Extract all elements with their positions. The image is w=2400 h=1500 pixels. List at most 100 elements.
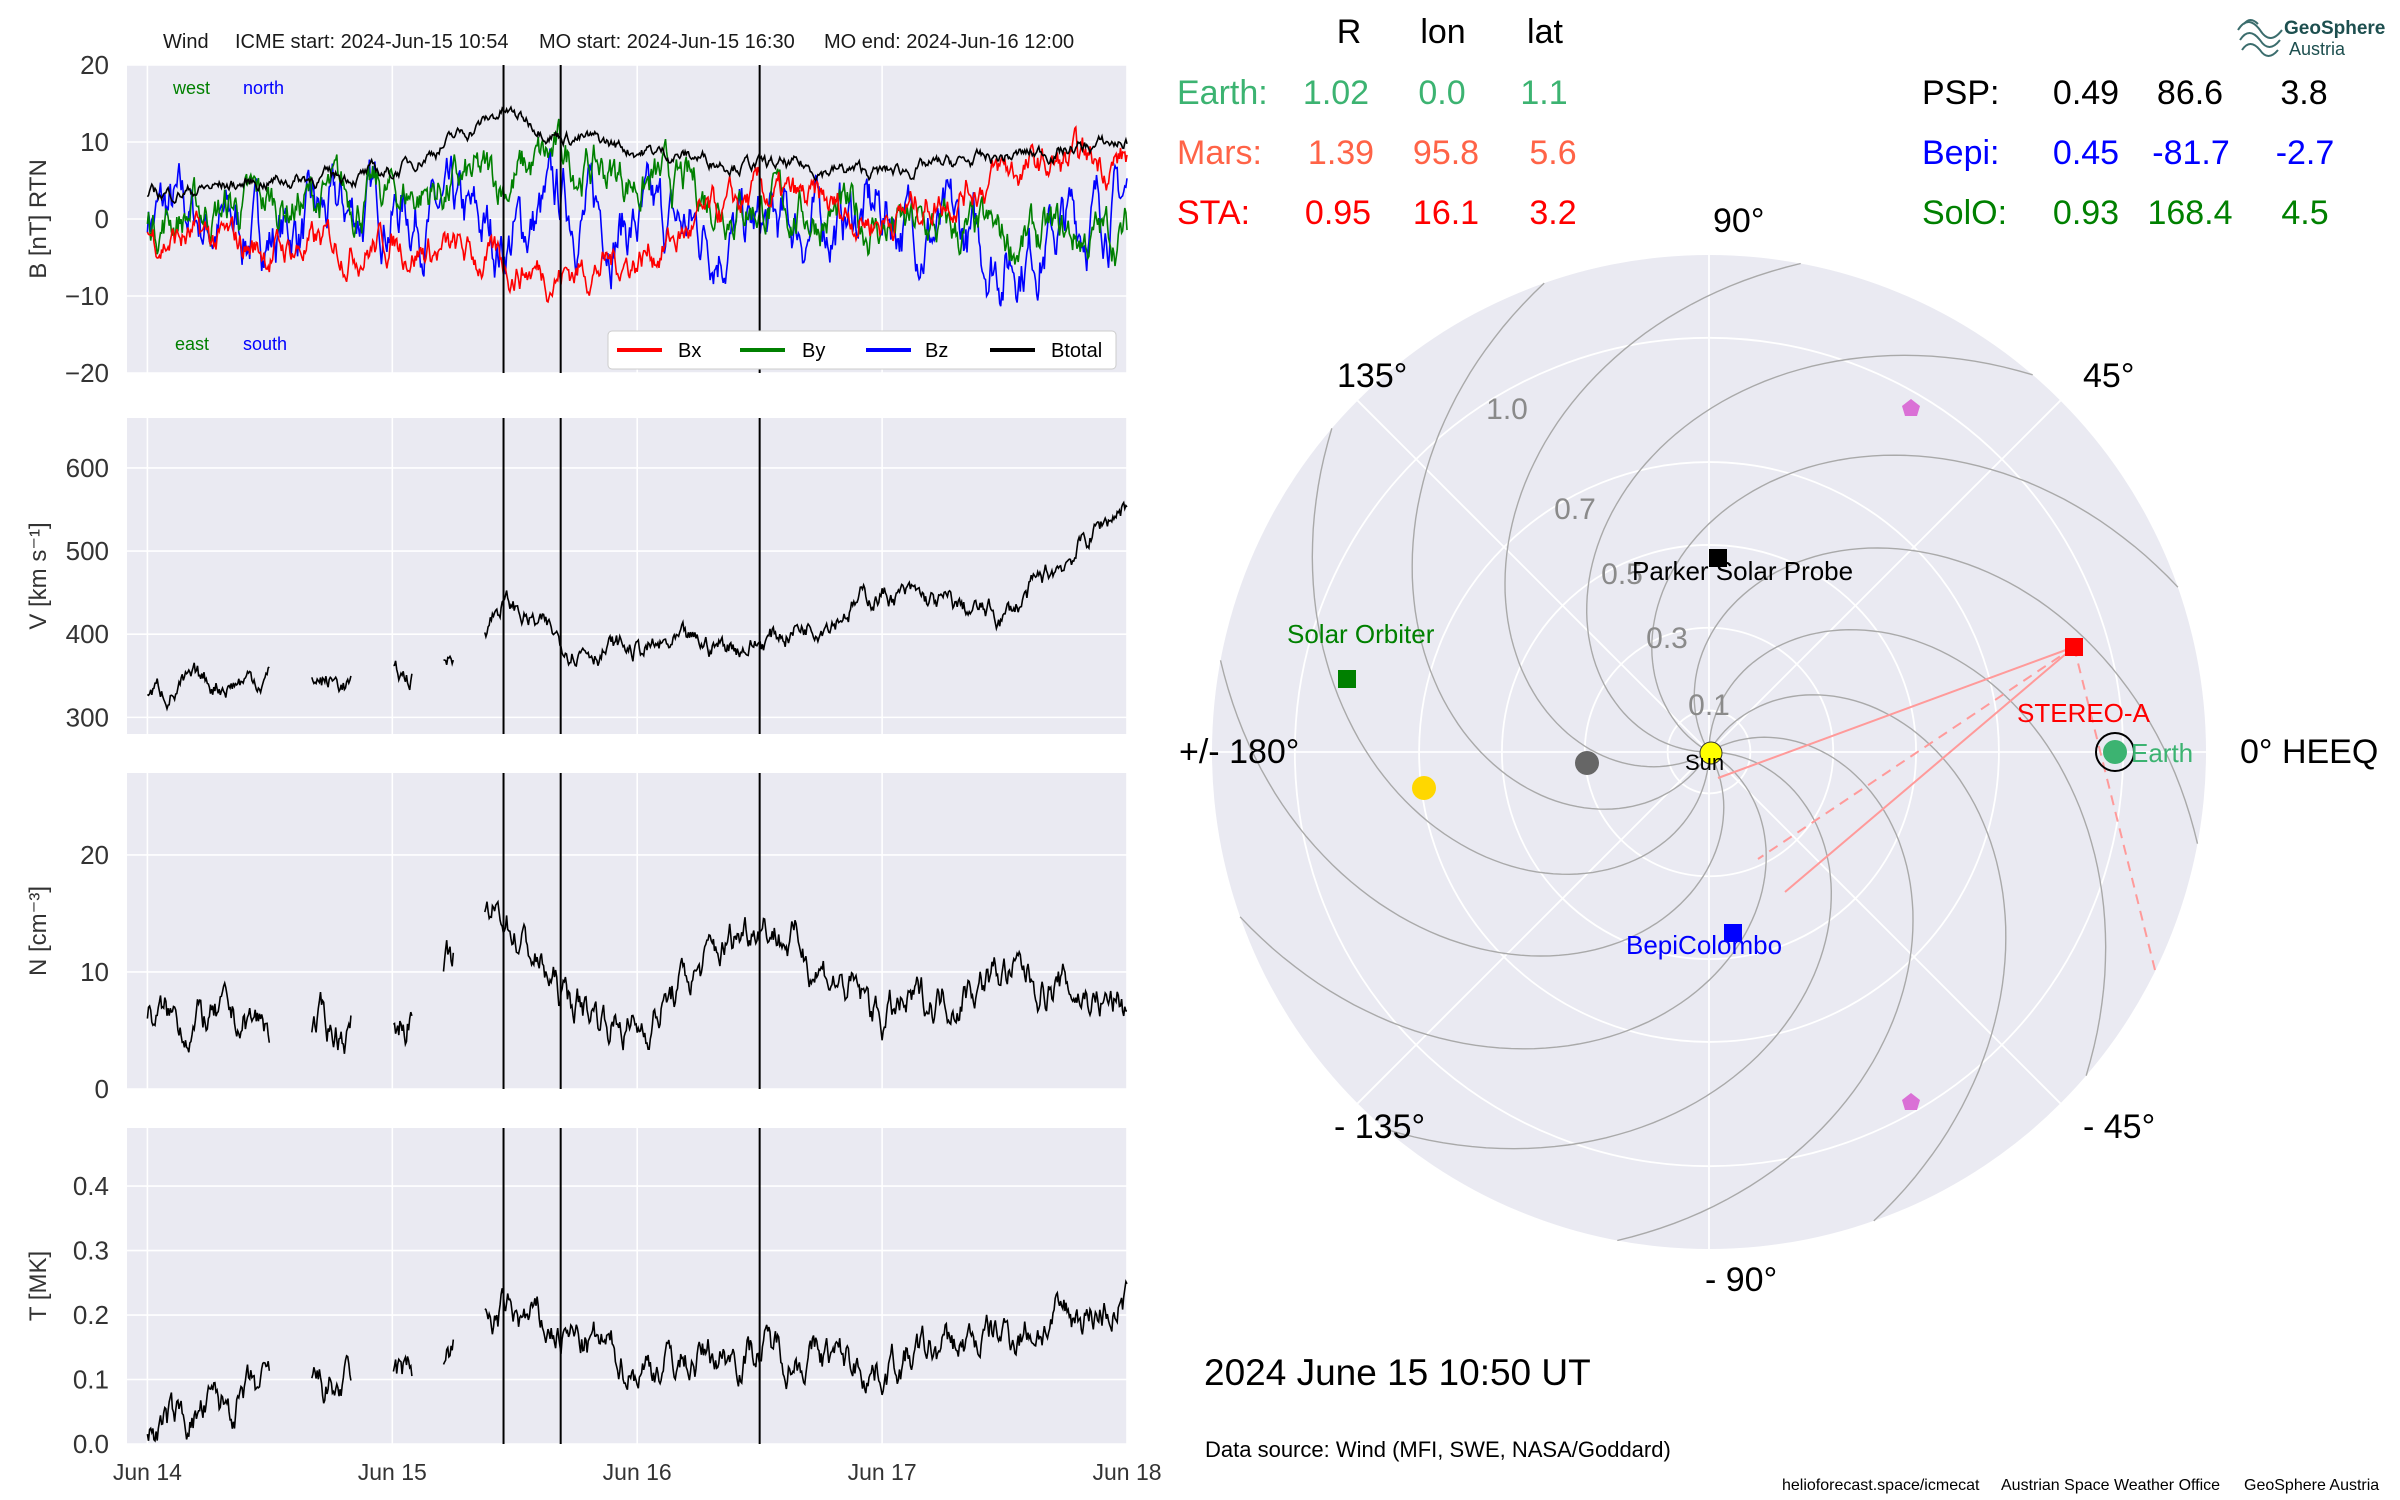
spacecraft-name: Wind	[163, 31, 209, 53]
solo-row-lat: 4.5	[2281, 194, 2328, 232]
b-north-label: north	[243, 78, 284, 98]
mars-row-lon: 95.8	[1413, 134, 1479, 172]
panel3-ytick: 0.0	[73, 1429, 109, 1459]
time-series-panels: −20 −10 0 10 20 300 400 500 600 0 10 20 0.0 0.1 0.2 0.3…	[65, 50, 1162, 1485]
n-ylabel: N [cm⁻³]	[25, 886, 52, 976]
t-ylabel: T [MK]	[25, 1251, 52, 1321]
object-labels: Sun Earth STEREO-A Parker Solar Probe So…	[1287, 556, 2193, 960]
venus-marker	[1412, 776, 1436, 800]
psp-row-r: 0.49	[2053, 74, 2119, 112]
trace-v	[146, 500, 1128, 712]
panel1-ytick: 400	[66, 619, 109, 649]
panel2-ytick: 20	[80, 840, 109, 870]
legend-box	[607, 330, 1117, 370]
psp-row-lon: 86.6	[2157, 74, 2223, 112]
data-source: Data source: Wind (MFI, SWE, NASA/Goddar…	[1205, 1437, 1671, 1462]
sta-row-name: STA:	[1177, 194, 1250, 232]
angle-label-m135: - 135°	[1334, 1108, 1425, 1146]
earth-marker	[2103, 740, 2127, 764]
sta-row-lon: 16.1	[1413, 194, 1479, 232]
logo-line2: Austria	[2289, 39, 2346, 59]
spiral-line	[1311, 428, 1710, 876]
bepi-marker	[1724, 924, 1742, 942]
spiral-line	[1708, 628, 2107, 1076]
parker-spirals	[1219, 262, 2199, 1242]
b-ylabel: B [nT] RTN	[25, 159, 52, 279]
panel3-ytick: 0.1	[73, 1365, 109, 1395]
n-panel-bg	[127, 773, 1127, 1089]
sun-marker	[1699, 741, 1723, 765]
psp-label: Parker Solar Probe	[1632, 556, 1853, 586]
earth-row-lat: 1.1	[1520, 74, 1567, 112]
trace-n	[146, 899, 1128, 1054]
footer-office: Austrian Space Weather Office	[2001, 1477, 2220, 1494]
sun-label: Sun	[1685, 750, 1724, 775]
event-lines	[502, 65, 761, 1444]
sta-line	[1717, 646, 2075, 779]
polar-plot: 0.1 0.3 0.5 0.7 1.0 90° 45° 0° HEEQ - 45…	[1179, 202, 2378, 1299]
panel2-ytick: 0	[95, 1074, 109, 1104]
mars-row-r: 1.39	[1308, 134, 1374, 172]
bepi-row-lon: -81.7	[2152, 134, 2230, 172]
panel0-ytick: −20	[65, 358, 109, 388]
angle-label-90: 90°	[1713, 202, 1764, 240]
solo-marker	[1338, 670, 1356, 688]
xtick-label: Jun 15	[358, 1459, 427, 1485]
trace-bz	[146, 148, 1128, 307]
panel1-ytick: 500	[66, 536, 109, 566]
mercury-marker	[1575, 751, 1599, 775]
solo-row-r: 0.93	[2053, 194, 2119, 232]
mars-row-name: Mars:	[1177, 134, 1262, 172]
angle-labels: 90° 45° 0° HEEQ - 45° - 90° - 135° +/- 1…	[1179, 202, 2378, 1299]
trace-by	[146, 118, 1128, 267]
b-west-label: west	[172, 78, 210, 98]
r-tick-0-3: 0.3	[1646, 622, 1688, 655]
t-panel-bg	[127, 1128, 1127, 1444]
angle-label-m45: - 45°	[2083, 1108, 2155, 1146]
r-tick-0-1: 0.1	[1688, 689, 1730, 722]
positions-table: R lon lat Earth: 1.02 0.0 1.1 Mars: 1.39…	[1177, 13, 2334, 232]
stereo-a-fov-lines	[1717, 646, 2157, 975]
col-header-lat: lat	[1527, 13, 1563, 51]
angle-label-45: 45°	[2083, 357, 2134, 395]
spiral-line	[1411, 282, 1706, 810]
panel3-ytick: 0.3	[73, 1236, 109, 1266]
xtick-label: Jun 16	[603, 1459, 672, 1485]
sta-row-r: 0.95	[1305, 194, 1371, 232]
stereo-a-marker	[2065, 638, 2083, 656]
legend-btotal-label: Btotal	[1051, 340, 1102, 362]
v-ylabel: V [km s⁻¹]	[25, 522, 52, 629]
b-south-label: south	[243, 334, 287, 354]
sta-line	[1784, 646, 2075, 893]
angle-label-0: 0° HEEQ	[2240, 733, 2378, 771]
mo-end: MO end: 2024-Jun-16 12:00	[824, 31, 1074, 53]
xtick-label: Jun 14	[113, 1459, 182, 1485]
panel3-ytick: 0.4	[73, 1171, 109, 1201]
spiral-line	[1651, 454, 2179, 749]
bepi-row-name: Bepi:	[1922, 134, 2000, 172]
earth-row-lon: 0.0	[1418, 74, 1465, 112]
pentagon-marker-upper	[1902, 399, 1920, 416]
spiral-line	[1504, 262, 1801, 768]
sta-line-dashed	[1757, 646, 2075, 860]
r-tick-0-7: 0.7	[1554, 493, 1596, 526]
angle-label-135: 135°	[1337, 357, 1407, 395]
r-tick-0-5: 0.5	[1601, 558, 1643, 591]
col-header-r: R	[1337, 13, 1362, 51]
spiral-line	[1219, 660, 1725, 957]
sta-row-lat: 3.2	[1529, 194, 1576, 232]
spiral-line	[1693, 547, 2199, 844]
panel0-ytick: 10	[80, 127, 109, 157]
event-header: Wind ICME start: 2024-Jun-15 10:54 MO st…	[163, 31, 1074, 53]
panel0-ytick: 0	[95, 204, 109, 234]
legend-bz-label: Bz	[925, 340, 948, 362]
icme-start: ICME start: 2024-Jun-15 10:54	[235, 31, 508, 53]
spiral-line	[1585, 354, 2033, 753]
panel0-ytick: 20	[80, 50, 109, 80]
spiral-line	[1385, 751, 1833, 1150]
footer-org: GeoSphere Austria	[2244, 1477, 2379, 1494]
bepi-row-lat: -2.7	[2276, 134, 2335, 172]
mo-start: MO start: 2024-Jun-15 16:30	[539, 31, 795, 53]
trace-btotal	[146, 105, 1128, 205]
